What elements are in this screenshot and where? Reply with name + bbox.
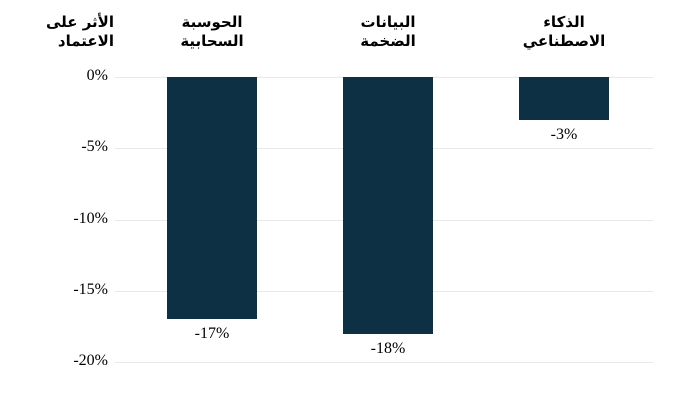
y-axis-title: الأثر على الاعتماد <box>45 13 114 50</box>
bar <box>343 77 433 334</box>
y-tick-label: -5% <box>81 138 108 155</box>
column-header: الحوسبة السحابية <box>180 13 244 50</box>
column-header: الذكاء الاصطناعي <box>522 13 606 50</box>
bar-value-label: -3% <box>550 126 578 143</box>
gridline <box>115 362 653 363</box>
y-tick-label: -10% <box>73 210 108 227</box>
bar <box>167 77 257 319</box>
y-tick-label: 0% <box>86 67 108 84</box>
y-tick-label: -20% <box>73 352 108 369</box>
y-tick-label: -15% <box>73 281 108 298</box>
column-header: البيانات الضخمة <box>360 13 416 50</box>
bar-value-label: -18% <box>370 340 406 357</box>
bar-value-label: -17% <box>194 325 230 342</box>
bar <box>519 77 609 120</box>
